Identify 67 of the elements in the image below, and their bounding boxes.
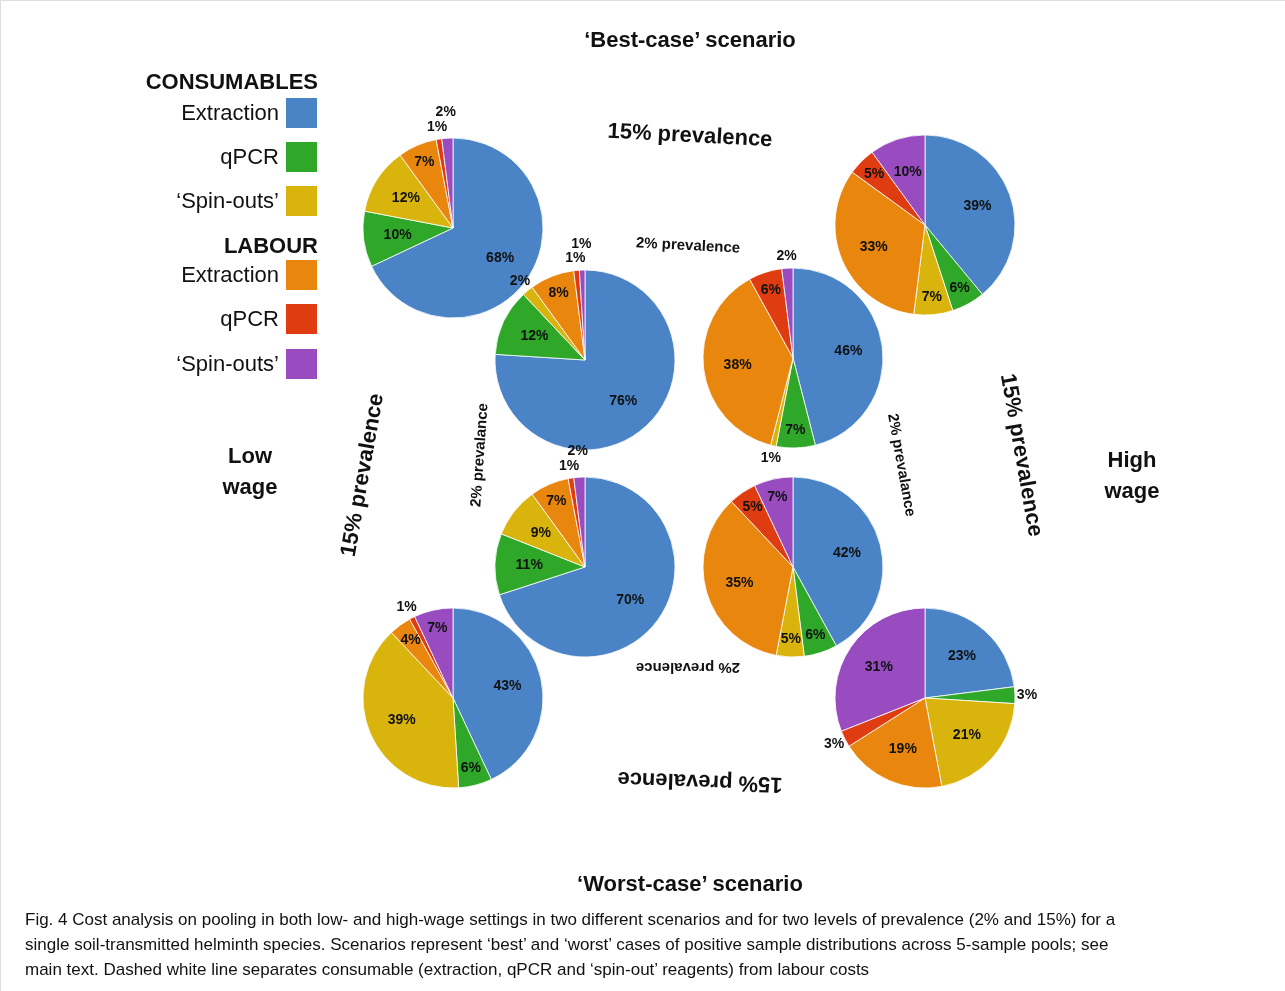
data-label: 23% xyxy=(947,647,977,664)
text: 15% prevalence xyxy=(617,767,783,798)
data-label: 5% xyxy=(863,165,885,182)
data-label: 3% xyxy=(824,735,845,752)
text: 15% prevalence xyxy=(606,117,774,152)
legend-label: Extraction xyxy=(181,100,279,125)
data-label: 46% xyxy=(834,342,863,359)
data-label: 8% xyxy=(548,284,570,301)
data-label: 7% xyxy=(546,491,568,508)
data-label: 12% xyxy=(391,189,421,206)
data-label: 6% xyxy=(760,280,782,297)
legend-label: ‘Spin-outs’ xyxy=(176,351,279,376)
text: ‘Best-case’ scenario xyxy=(584,27,796,52)
data-label: 42% xyxy=(833,544,862,561)
data-label: 11% xyxy=(515,556,544,573)
legend-label: qPCR xyxy=(220,306,279,331)
data-label: 21% xyxy=(952,725,982,742)
data-label: 7% xyxy=(785,420,806,437)
data-label: 7% xyxy=(427,618,448,635)
text: 2% prevalence xyxy=(635,660,741,677)
data-label: 1% xyxy=(426,118,448,135)
data-label: 1% xyxy=(396,598,418,615)
data-label: 7% xyxy=(921,287,943,304)
data-label: 39% xyxy=(963,197,993,214)
data-label: 2% xyxy=(776,247,798,264)
data-label: 1% xyxy=(760,448,782,465)
legend-label: Extraction xyxy=(181,262,279,287)
data-label: 76% xyxy=(609,391,638,408)
data-label: 12% xyxy=(520,327,550,344)
data-label: 39% xyxy=(387,711,417,728)
text: 2% prevalance xyxy=(885,412,920,518)
data-label: 5% xyxy=(742,498,764,515)
data-label: 38% xyxy=(723,355,753,372)
data-label: 7% xyxy=(767,487,788,504)
data-label: 31% xyxy=(864,657,894,674)
data-label: 4% xyxy=(400,630,422,647)
data-label: 7% xyxy=(414,152,436,169)
caption: Fig. 4 Cost analysis on pooling in both low- and high-wage settings in two different scenarios and for two levels of prevalence (2% and 15%) for a single soil-transmitted helminth species. Scenarios represent ‘best’ and ‘worst’ cases of positive sample distributions across 5-sample pools; see main text. Dashed white line separates consumable (extraction, qPCR and ‘spin-out’ reagents) from labour costs xyxy=(25,910,1116,979)
data-label: 19% xyxy=(888,740,918,757)
data-label: 33% xyxy=(859,238,889,255)
data-label: 5% xyxy=(780,629,802,646)
legend-label: qPCR xyxy=(220,144,279,169)
data-label: 68% xyxy=(486,248,515,265)
data-label: 1% xyxy=(558,457,580,474)
data-label: 6% xyxy=(949,279,971,296)
data-label: 10% xyxy=(383,225,413,242)
text: 2% prevalance xyxy=(466,402,491,508)
text: ‘Worst-case’ scenario xyxy=(577,871,803,896)
text: 15% prevalence xyxy=(995,371,1050,539)
data-label: 10% xyxy=(893,162,923,179)
data-label: 6% xyxy=(805,626,826,643)
text: CONSUMABLES xyxy=(145,69,318,94)
text: 15% prevalence xyxy=(334,391,389,559)
legend-label: ‘Spin-outs’ xyxy=(176,188,279,213)
data-label: 70% xyxy=(616,590,645,607)
data-label: 1% xyxy=(565,249,587,266)
data-label: 6% xyxy=(460,758,482,775)
text: 2% prevalence xyxy=(635,233,741,256)
text: LABOUR xyxy=(223,233,319,258)
text: Low wage xyxy=(221,443,278,499)
text: High wage xyxy=(1103,447,1160,503)
data-label: 1% xyxy=(571,235,593,252)
data-label: 43% xyxy=(493,676,523,693)
data-label: 9% xyxy=(530,523,552,540)
data-label: 3% xyxy=(1016,685,1038,702)
data-label: 35% xyxy=(725,573,754,590)
data-label: 2% xyxy=(435,103,457,120)
